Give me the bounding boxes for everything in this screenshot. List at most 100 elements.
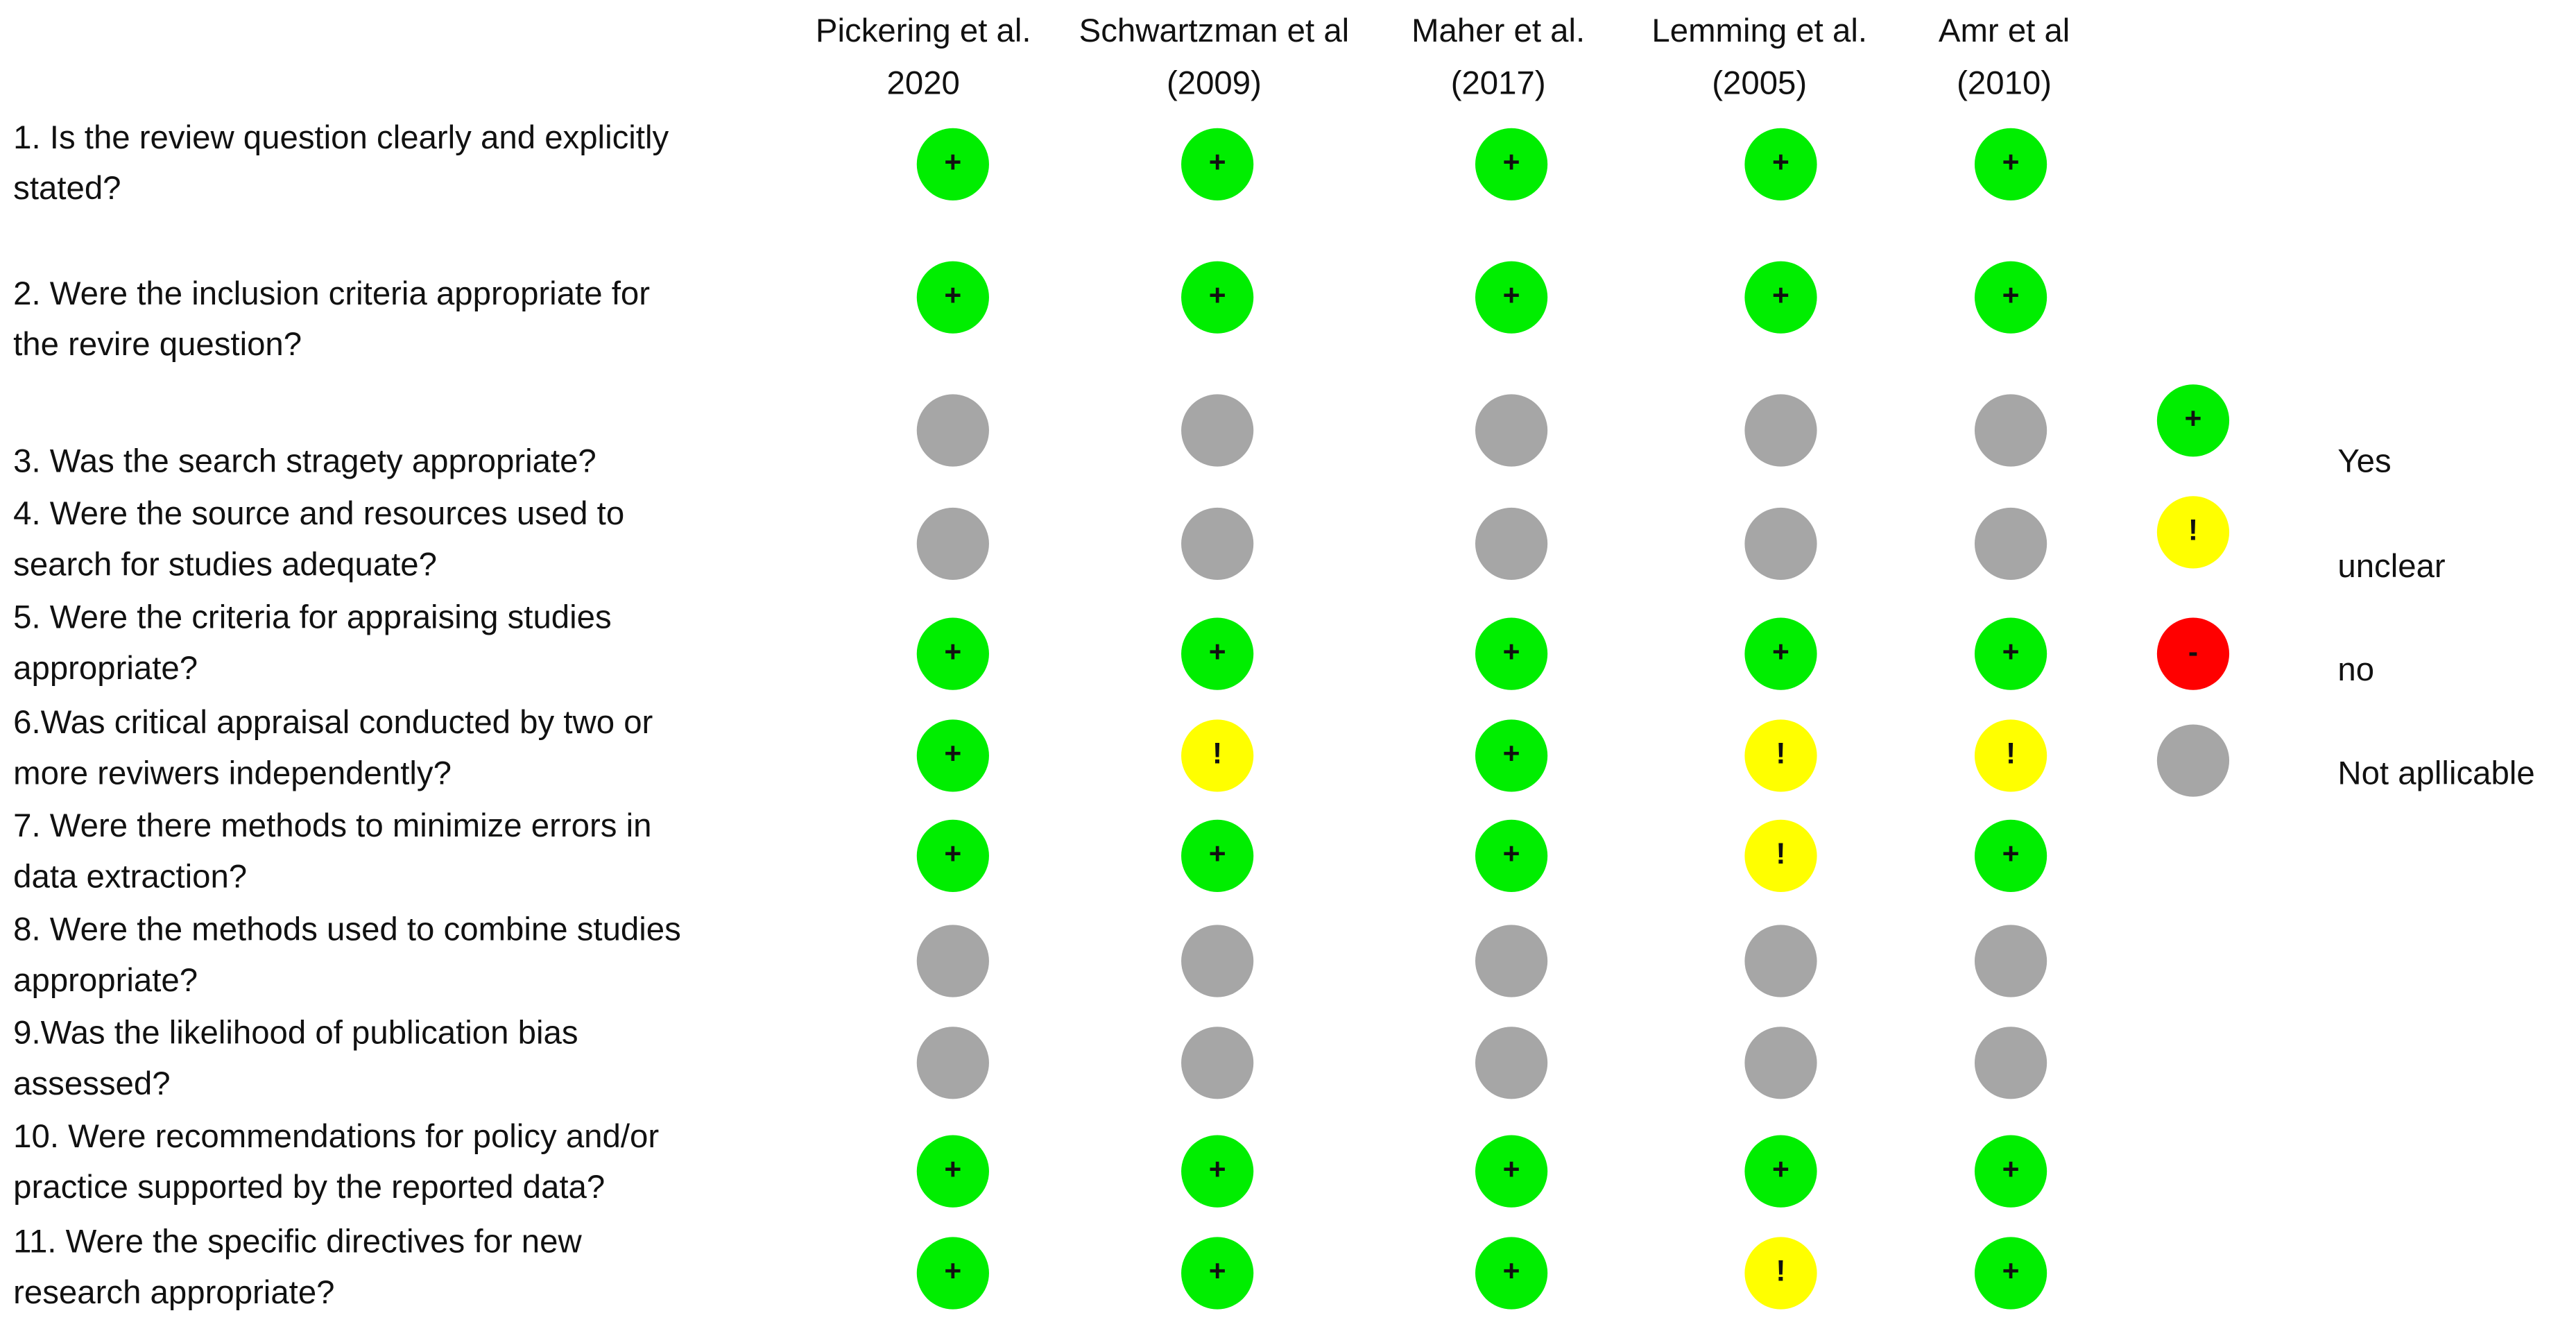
column-header: (2005) bbox=[1712, 65, 1807, 102]
question: data extraction? bbox=[13, 859, 247, 895]
question: 5. Were the criteria for appraising stud… bbox=[13, 599, 612, 635]
rating-symbol: + bbox=[1503, 1153, 1520, 1186]
rating-circle bbox=[916, 819, 989, 893]
question: 9.Was the likelihood of publication bias bbox=[13, 1015, 578, 1052]
rating-circle bbox=[916, 1237, 989, 1310]
rating-symbol: + bbox=[944, 837, 961, 871]
rating-symbol: + bbox=[2002, 837, 2020, 871]
rating-circle bbox=[1181, 719, 1254, 792]
rating-symbol: + bbox=[1503, 146, 1520, 179]
rating-symbol: + bbox=[1772, 635, 1789, 669]
rating-circle bbox=[1181, 819, 1254, 893]
question: 10. Were recommendations for policy and/… bbox=[13, 1118, 659, 1155]
rating-circle bbox=[1181, 128, 1254, 200]
rating-symbol: ! bbox=[1776, 1255, 1785, 1288]
rating-symbol: + bbox=[944, 635, 961, 669]
rating-symbol: + bbox=[2002, 635, 2020, 669]
rating-symbol: + bbox=[944, 1255, 961, 1288]
rating-symbol: + bbox=[1209, 1255, 1226, 1288]
legend-circle bbox=[2156, 724, 2230, 797]
rating-circle bbox=[1974, 1135, 2047, 1208]
rating-circle bbox=[1744, 1237, 1817, 1310]
rating-circle bbox=[916, 925, 989, 997]
question: 3. Was the search stragety appropriate? bbox=[13, 443, 596, 479]
rating-symbol: + bbox=[1209, 837, 1226, 871]
rating-symbol: + bbox=[1772, 279, 1789, 312]
rating-circle bbox=[1744, 507, 1817, 581]
question: more reviwers independently? bbox=[13, 755, 452, 791]
rating-circle bbox=[1475, 507, 1548, 581]
rating-circle bbox=[1475, 1135, 1548, 1208]
rating-circle bbox=[916, 507, 989, 581]
question: 2. Were the inclusion criteria appropria… bbox=[13, 275, 650, 312]
question: search for studies adequate? bbox=[13, 547, 437, 583]
rating-circle bbox=[1974, 394, 2047, 467]
rating-circle bbox=[916, 1027, 989, 1099]
rating-circle bbox=[1974, 719, 2047, 792]
rating-circle bbox=[916, 394, 989, 467]
rating-circle bbox=[1744, 925, 1817, 997]
rating-symbol: + bbox=[1209, 146, 1226, 179]
rating-symbol: + bbox=[1772, 146, 1789, 179]
question: the revire question? bbox=[13, 326, 302, 363]
question: practice supported by the reported data? bbox=[13, 1169, 605, 1206]
question: 4. Were the source and resources used to bbox=[13, 495, 624, 532]
legend-label: Yes bbox=[2337, 443, 2391, 479]
column-header: Maher et al. bbox=[1411, 12, 1585, 49]
rating-circle bbox=[1974, 261, 2047, 334]
rating-symbol: + bbox=[944, 737, 961, 771]
question: 6.Was critical appraisal conducted by tw… bbox=[13, 704, 653, 741]
rating-circle bbox=[1744, 128, 1817, 200]
rating-symbol: + bbox=[1503, 837, 1520, 871]
question: stated? bbox=[13, 170, 121, 207]
rating-circle bbox=[1181, 261, 1254, 334]
rating-circle bbox=[1475, 1027, 1548, 1099]
rating-circle bbox=[1744, 394, 1817, 467]
rating-symbol: + bbox=[1209, 635, 1226, 669]
rating-circle bbox=[1974, 128, 2047, 200]
rating-symbol: + bbox=[2002, 1255, 2020, 1288]
rating-circle bbox=[1475, 617, 1548, 690]
rating-circle bbox=[916, 1135, 989, 1208]
rating-symbol: + bbox=[1772, 1153, 1789, 1186]
legend-circle bbox=[2156, 496, 2230, 569]
rating-circle bbox=[1744, 1135, 1817, 1208]
rating-circle bbox=[1181, 507, 1254, 581]
rating-symbol: + bbox=[1503, 737, 1520, 771]
rating-symbol: + bbox=[1209, 1153, 1226, 1186]
rating-symbol: + bbox=[944, 1153, 961, 1186]
rating-circle bbox=[1744, 819, 1817, 893]
question: 7. Were there methods to minimize errors… bbox=[13, 807, 651, 844]
rating-circle bbox=[1181, 925, 1254, 997]
legend-label: unclear bbox=[2337, 548, 2445, 585]
question: appropriate? bbox=[13, 650, 198, 687]
rating-circle bbox=[1181, 617, 1254, 690]
question: appropriate? bbox=[13, 962, 198, 999]
rating-circle bbox=[1974, 617, 2047, 690]
legend-label: Not apllicable bbox=[2337, 755, 2534, 791]
rating-circle bbox=[1974, 925, 2047, 997]
question: research appropriate? bbox=[13, 1274, 334, 1311]
column-header: Pickering et al. bbox=[816, 12, 1031, 49]
rating-circle bbox=[1475, 1237, 1548, 1310]
column-header: (2010) bbox=[1957, 65, 2052, 102]
rating-symbol: + bbox=[1503, 1255, 1520, 1288]
rating-circle bbox=[1974, 819, 2047, 893]
rating-circle bbox=[1744, 261, 1817, 334]
legend-circle bbox=[2156, 617, 2230, 690]
rating-circle bbox=[916, 261, 989, 334]
rating-circle bbox=[1744, 719, 1817, 792]
rating-circle bbox=[1475, 128, 1548, 200]
rating-circle bbox=[1744, 617, 1817, 690]
rating-symbol: - bbox=[2188, 635, 2198, 669]
rating-circle bbox=[1974, 1237, 2047, 1310]
rating-circle bbox=[1475, 261, 1548, 334]
rating-circle bbox=[1475, 819, 1548, 893]
rating-symbol: + bbox=[2002, 146, 2020, 179]
rating-symbol: + bbox=[1503, 279, 1520, 312]
legend-circle bbox=[2156, 384, 2230, 457]
column-header: Amr et al bbox=[1939, 12, 2070, 49]
rating-symbol: ! bbox=[1776, 737, 1785, 771]
